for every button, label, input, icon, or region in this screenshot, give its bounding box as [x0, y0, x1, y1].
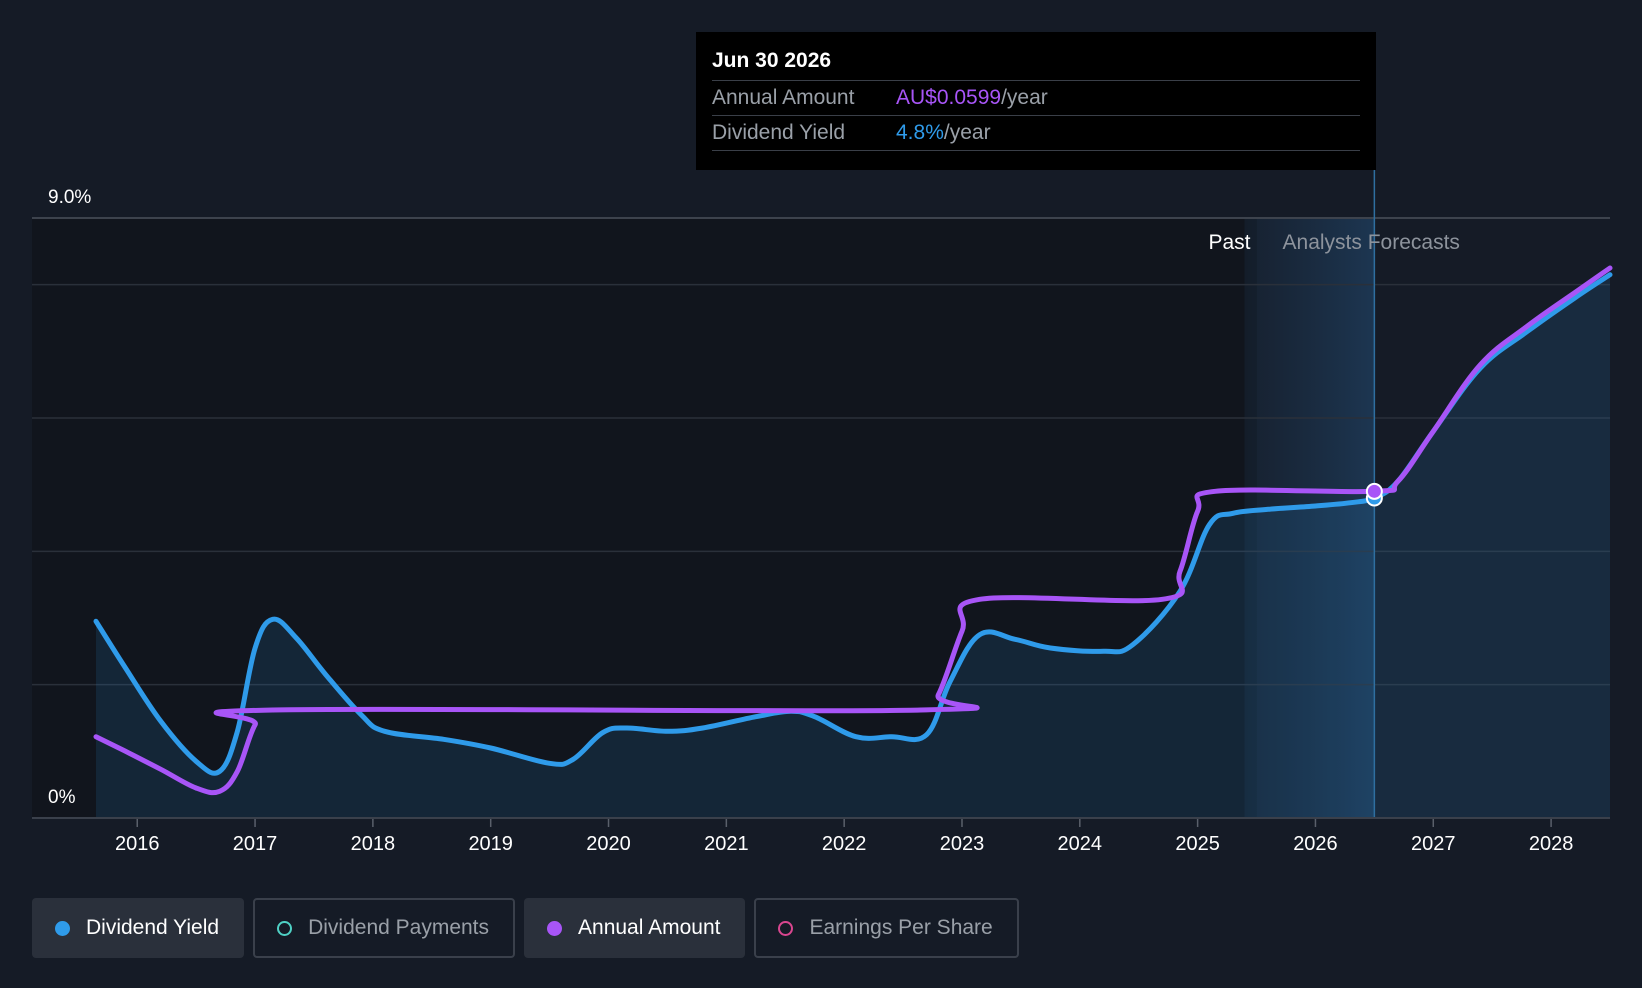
x-tick-label: 2020 — [586, 833, 631, 855]
forecast-band — [1244, 218, 1375, 818]
legend-earnings-per-share[interactable]: Earnings Per Share — [754, 898, 1019, 958]
legend-dividend-yield[interactable]: Dividend Yield — [32, 898, 245, 958]
tooltip-value: AU$0.0599 — [896, 86, 1002, 109]
legend-label: Earnings Per Share — [809, 916, 993, 939]
x-tick-label: 2022 — [822, 833, 867, 855]
earnings-per-share-ring-icon — [778, 920, 794, 936]
dividend-yield-area — [96, 274, 1610, 818]
x-tick-label: 2017 — [233, 833, 278, 855]
dividend-yield-dot-icon — [55, 920, 70, 936]
x-tick-label: 2018 — [351, 833, 396, 855]
x-tick-label: 2019 — [468, 833, 513, 855]
past-label: Past — [1209, 231, 1251, 254]
legend-label: Annual Amount — [578, 916, 721, 939]
x-tick-label: 2021 — [704, 833, 749, 855]
x-tick-label: 2027 — [1411, 833, 1456, 855]
tooltip-value: 4.8% — [896, 121, 944, 144]
legend-label: Dividend Yield — [86, 916, 220, 939]
legend-annual-amount[interactable]: Annual Amount — [524, 898, 746, 958]
tooltip-unit: /year — [943, 121, 991, 144]
x-tick-label: 2025 — [1175, 833, 1220, 855]
x-tick-label: 2026 — [1293, 833, 1338, 855]
y-tick-label: 0% — [48, 787, 76, 808]
tooltip: Jun 30 2026 Annual Amount AU$0.0599 /yea… — [696, 32, 1376, 170]
y-tick-label: 9.0% — [48, 187, 91, 208]
annual-amount-dot-icon — [547, 920, 563, 936]
legend-dividend-payments[interactable]: Dividend Payments — [253, 898, 516, 958]
y-axis-labels: 9.0% 0% — [48, 187, 91, 808]
hover-point — [1365, 482, 1383, 500]
gridlines — [32, 217, 1610, 686]
tooltip-label: Annual Amount — [712, 86, 855, 109]
annual-amount-line[interactable] — [93, 265, 1613, 796]
x-tick-label: 2028 — [1529, 833, 1574, 855]
hover-dots — [1365, 482, 1383, 507]
analysts-forecasts-label: Analysts Forecasts — [1283, 231, 1460, 254]
x-tick-label: 2024 — [1058, 833, 1103, 855]
legend: Dividend Yield Dividend Payments Annual … — [32, 898, 1019, 958]
tooltip-date: Jun 30 2026 — [712, 46, 1360, 81]
tooltip-row-annual-amount: Annual Amount AU$0.0599 /year — [712, 81, 1360, 116]
tooltip-label: Dividend Yield — [712, 121, 846, 144]
dividend-payments-ring-icon — [277, 920, 293, 936]
x-axis-ticks: 2016 2017 2018 2019 2020 2021 2022 2023 2024 2025… — [115, 818, 1573, 855]
x-tick-label: 2016 — [115, 833, 160, 855]
dividend-yield-line[interactable] — [93, 272, 1613, 776]
tooltip-row-dividend-yield: Dividend Yield 4.8% /year — [712, 116, 1360, 151]
tooltip-unit: /year — [1001, 86, 1048, 109]
legend-label: Dividend Payments — [308, 916, 490, 939]
x-tick-label: 2023 — [940, 833, 985, 855]
